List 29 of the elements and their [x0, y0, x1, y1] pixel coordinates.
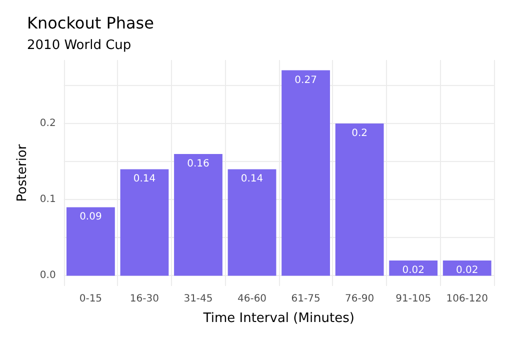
x-tick-label: 31-45 [184, 294, 213, 304]
x-tick-label: 91-105 [396, 294, 432, 304]
x-tick-label: 0-15 [79, 294, 102, 304]
bar [120, 169, 169, 276]
data-label: 0.2 [352, 128, 368, 140]
y-axis-title: Posterior [15, 144, 30, 202]
bar [66, 207, 115, 276]
x-tick-label: 16-30 [130, 294, 159, 304]
bar [228, 169, 276, 276]
bar [282, 70, 330, 276]
data-label: 0.14 [133, 174, 156, 185]
bar [335, 124, 384, 276]
data-label: 0.02 [402, 265, 424, 276]
x-tick-label: 106-120 [446, 294, 488, 304]
y-tick-label: 0.0 [40, 270, 56, 282]
data-label: 0.02 [456, 265, 478, 276]
data-label: 0.14 [240, 174, 264, 185]
x-tick-label: 46-60 [237, 294, 267, 304]
x-tick-label: 76-90 [345, 294, 374, 304]
bar [174, 154, 222, 276]
data-label: 0.16 [187, 158, 210, 170]
chart-title: Knockout Phase [27, 14, 154, 32]
x-tick-label: 61-75 [291, 294, 320, 304]
y-tick-label: 0.1 [40, 194, 56, 206]
y-tick-label: 0.2 [40, 118, 56, 130]
x-axis-title: Time Interval (Minutes) [202, 311, 354, 326]
data-label: 0.09 [80, 212, 102, 223]
data-label: 0.27 [294, 74, 317, 86]
chart-subtitle: 2010 World Cup [27, 38, 132, 53]
